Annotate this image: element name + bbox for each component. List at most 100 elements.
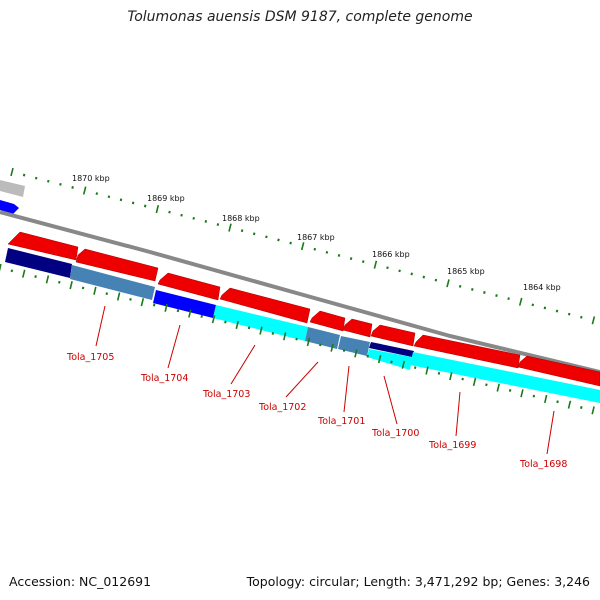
major-tick — [520, 389, 524, 398]
minor-tick — [265, 235, 268, 239]
forward-gene-arrow[interactable] — [309, 310, 346, 332]
minor-tick — [366, 354, 369, 358]
reverse-gene-bar[interactable] — [338, 336, 370, 356]
minor-tick — [152, 303, 156, 307]
major-tick — [591, 406, 595, 415]
gene-label[interactable]: Tola_1698 — [519, 459, 567, 470]
gene-label[interactable]: Tola_1705 — [66, 352, 114, 363]
minor-tick — [247, 326, 251, 330]
minor-tick — [200, 314, 203, 318]
major-tick — [354, 349, 358, 358]
minor-tick — [47, 179, 50, 183]
minor-tick — [204, 220, 208, 223]
minor-tick — [349, 257, 353, 260]
reverse-gene-bar[interactable] — [410, 352, 600, 403]
minor-tick — [495, 294, 498, 298]
reverse-gene-bar[interactable] — [213, 305, 308, 341]
minor-tick — [507, 297, 510, 301]
major-tick — [518, 297, 523, 306]
minor-tick — [390, 360, 393, 364]
kbp-label: 1866 kbp — [372, 250, 410, 259]
minor-tick — [461, 377, 464, 381]
major-tick — [116, 292, 121, 301]
minor-tick — [10, 269, 14, 273]
minor-tick — [580, 315, 583, 319]
minor-tick — [410, 272, 413, 276]
minor-tick — [95, 192, 99, 196]
gene-label[interactable]: Tola_1702 — [258, 402, 306, 413]
major-tick — [10, 167, 14, 177]
minor-tick — [22, 173, 26, 177]
major-tick — [496, 383, 500, 392]
minor-tick — [129, 297, 132, 301]
minor-tick — [508, 389, 512, 392]
minor-tick — [252, 232, 256, 236]
minor-tick — [313, 247, 317, 251]
gene-label-leaders — [95, 305, 555, 455]
gene-label[interactable]: Tola_1701 — [317, 416, 365, 427]
minor-tick — [483, 291, 486, 294]
minor-tick — [168, 210, 171, 214]
forward-gene-arrow[interactable] — [517, 355, 600, 387]
minor-tick — [337, 254, 341, 257]
reverse-gene-bar[interactable] — [367, 349, 412, 370]
forward-gene-arrow[interactable] — [342, 318, 373, 338]
accession-text: Accession: NC_012691 — [9, 574, 152, 589]
minor-tick — [342, 349, 346, 352]
minor-tick — [58, 280, 61, 284]
major-tick — [155, 205, 160, 214]
minor-tick — [176, 309, 180, 313]
forward-gene-arrow[interactable] — [219, 287, 311, 324]
outer-ring-fragment — [0, 180, 25, 214]
minor-tick — [105, 292, 108, 296]
minor-tick — [555, 309, 559, 313]
major-tick — [300, 242, 305, 251]
kbp-label: 1867 kbp — [297, 233, 335, 242]
minor-tick — [240, 229, 244, 233]
minor-tick — [362, 260, 365, 264]
minor-tick — [289, 241, 292, 245]
forward-gene-arrow[interactable] — [157, 272, 221, 301]
kbp-label: 1864 kbp — [523, 283, 561, 292]
kbp-label: 1865 kbp — [447, 267, 485, 276]
major-tick — [591, 316, 596, 325]
reverse-strand-genes — [5, 248, 600, 403]
major-tick — [306, 337, 311, 347]
gene-label[interactable]: Tola_1700 — [371, 428, 419, 439]
minor-tick — [295, 337, 298, 341]
reverse-gene-bar[interactable] — [70, 265, 155, 300]
map-title: Tolumonas auensis DSM 9187, complete gen… — [127, 9, 473, 25]
minor-tick — [319, 343, 322, 347]
kbp-scale — [10, 167, 596, 325]
minor-tick — [180, 213, 183, 217]
kbp-label: 1868 kbp — [222, 214, 260, 223]
minor-tick — [107, 195, 111, 199]
reverse-gene-bar[interactable] — [5, 248, 72, 278]
major-tick — [373, 260, 378, 269]
gene-label[interactable]: Tola_1703 — [202, 389, 250, 400]
major-tick — [164, 303, 168, 312]
forward-gene-arrow[interactable] — [370, 324, 416, 347]
major-tick — [228, 223, 232, 232]
reverse-gene-bar[interactable] — [369, 342, 414, 357]
gene-label[interactable]: Tola_1704 — [140, 373, 188, 384]
major-tick — [69, 281, 73, 290]
gene-label[interactable]: Tola_1699 — [428, 440, 476, 451]
inner-tick-ring — [0, 263, 595, 415]
forward-gene-arrow[interactable] — [7, 231, 79, 261]
major-tick — [259, 326, 263, 335]
reverse-gene-bar[interactable] — [153, 290, 216, 318]
forward-strand-genes — [7, 231, 600, 387]
major-tick — [330, 343, 334, 352]
forward-gene-arrow[interactable] — [75, 248, 159, 282]
outer-blue-gene[interactable] — [0, 200, 19, 214]
minor-tick — [458, 284, 462, 288]
kbp-labels: 1870 kbp 1869 kbp 1868 kbp 1867 kbp 1866… — [72, 174, 561, 292]
forward-gene-arrow[interactable] — [413, 334, 521, 369]
reverse-gene-bar[interactable] — [305, 327, 340, 349]
minor-tick — [386, 266, 389, 270]
major-tick — [0, 263, 2, 272]
kbp-label: 1870 kbp — [72, 174, 110, 183]
minor-tick — [325, 250, 329, 254]
major-tick — [82, 186, 87, 195]
